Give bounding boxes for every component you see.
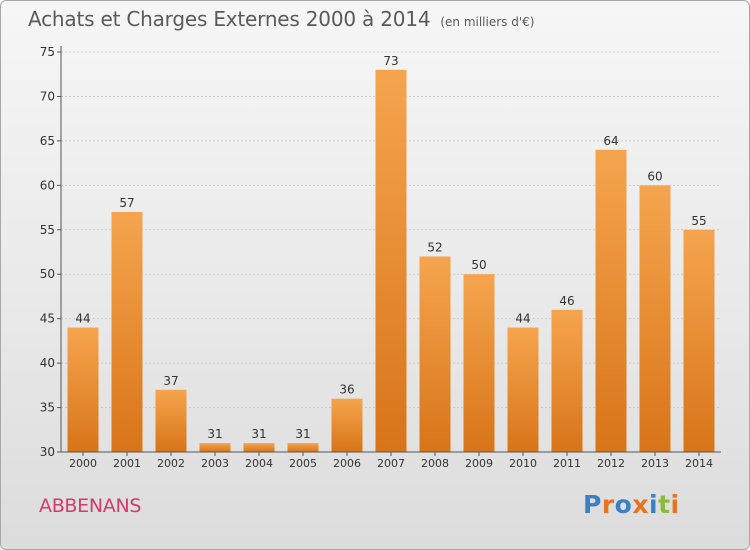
logo-letter: i	[649, 490, 659, 519]
x-tick-label: 2011	[553, 457, 581, 470]
x-tick-label: 2005	[289, 457, 317, 470]
data-label: 57	[119, 196, 134, 210]
x-tick-label: 2008	[421, 457, 449, 470]
bar	[155, 389, 187, 452]
x-tick-label: 2013	[641, 457, 669, 470]
x-tick-label: 2000	[69, 457, 97, 470]
bar	[595, 149, 627, 452]
y-tick-label: 30	[40, 445, 55, 459]
data-label: 52	[427, 240, 442, 254]
data-label: 31	[207, 427, 222, 441]
x-tick-label: 2002	[157, 457, 185, 470]
data-label: 60	[647, 169, 662, 183]
bar	[639, 185, 671, 453]
y-tick-label: 35	[40, 401, 55, 415]
chart-title: Achats et Charges Externes 2000 à 2014	[28, 7, 431, 31]
y-tick-label: 65	[40, 134, 55, 148]
x-tick-label: 2001	[113, 457, 141, 470]
y-tick-label: 50	[40, 267, 55, 281]
data-label: 31	[251, 427, 266, 441]
x-tick-label: 2014	[685, 457, 713, 470]
axes: 30 35 40 45 50 55 60 65 70 75 2000 2001 2002 2003 2004…	[40, 45, 721, 470]
data-label: 50	[471, 258, 486, 272]
x-tick-label: 2010	[509, 457, 537, 470]
logo-letter: x	[632, 490, 649, 519]
commune-name: ABBENANS	[39, 495, 142, 517]
data-label: 36	[339, 383, 354, 397]
logo-letter: r	[601, 490, 615, 519]
data-label: 55	[691, 214, 706, 228]
y-tick-label: 40	[40, 356, 55, 370]
y-tick-label: 55	[40, 223, 55, 237]
bar	[375, 69, 407, 453]
x-tick-label: 2003	[201, 457, 229, 470]
chart-title-block: Achats et Charges Externes 2000 à 2014 (e…	[28, 7, 534, 31]
bar	[683, 229, 715, 452]
x-tick-label: 2012	[597, 457, 625, 470]
logo-letter: t	[658, 490, 671, 519]
proxiti-logo[interactable]: Proxiti	[583, 490, 680, 519]
y-tick-label: 70	[40, 89, 55, 103]
y-tick-label: 45	[40, 312, 55, 326]
data-label: 31	[295, 427, 310, 441]
data-label: 44	[515, 312, 530, 326]
bar	[419, 256, 451, 452]
y-tick-label: 75	[40, 45, 55, 59]
x-tick-label: 2009	[465, 457, 493, 470]
bar	[551, 309, 583, 452]
data-label: 44	[75, 312, 90, 326]
bar	[111, 212, 143, 452]
bars: 44 57 37 31 31 31 36 73 52 50 44 46 64 60 55	[67, 54, 715, 453]
data-label: 37	[163, 374, 178, 388]
x-tick-label: 2006	[333, 457, 361, 470]
logo-letter: o	[614, 490, 633, 519]
data-label: 46	[559, 294, 574, 308]
bar	[331, 398, 363, 452]
x-tick-label: 2007	[377, 457, 405, 470]
data-label: 73	[383, 54, 398, 68]
data-label: 64	[603, 134, 618, 148]
x-tick-label: 2004	[245, 457, 273, 470]
logo-letter: P	[583, 490, 602, 519]
bar	[199, 443, 231, 452]
logo-letter: i	[670, 490, 680, 519]
bar	[507, 327, 539, 452]
bar	[287, 443, 319, 452]
bar	[67, 327, 99, 452]
bar	[463, 274, 495, 452]
bar	[243, 443, 275, 452]
y-tick-label: 60	[40, 178, 55, 192]
chart-unit: (en milliers d'€)	[440, 15, 535, 29]
